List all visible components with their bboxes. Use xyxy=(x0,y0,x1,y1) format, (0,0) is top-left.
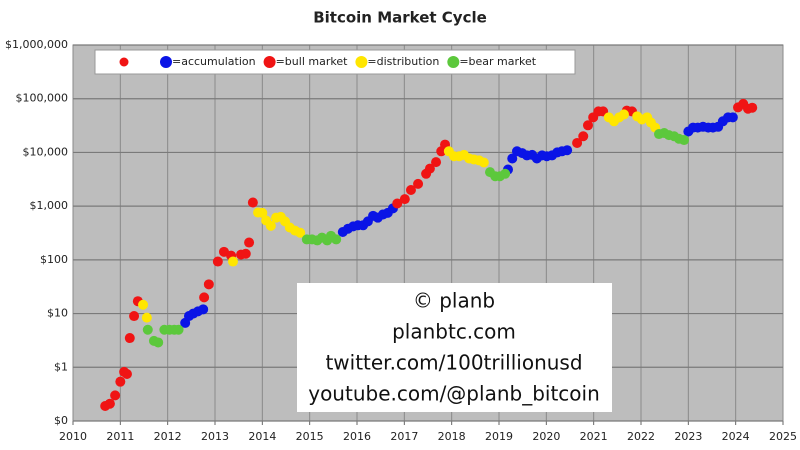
point xyxy=(679,135,690,146)
point xyxy=(199,292,210,303)
x-tick-label: 2013 xyxy=(201,430,229,443)
annotations: © planb planbtc.com twitter.com/100trillio… xyxy=(308,289,600,406)
point xyxy=(129,311,140,322)
point xyxy=(142,324,153,335)
x-tick-label: 2021 xyxy=(580,430,608,443)
point xyxy=(257,207,268,218)
y-tick-label: $10 xyxy=(47,307,68,320)
x-tick-label: 2014 xyxy=(248,430,276,443)
annotation: planbtc.com xyxy=(392,320,516,344)
point xyxy=(138,299,149,310)
x-tick-label: 2022 xyxy=(627,430,655,443)
point xyxy=(141,312,152,323)
y-tick-label: $1 xyxy=(54,360,68,373)
legend: =accumulation =bull market =distribution =b… xyxy=(160,55,537,68)
point xyxy=(413,178,424,189)
point xyxy=(244,237,255,248)
point xyxy=(115,376,126,387)
x-tick-label: 2020 xyxy=(532,430,560,443)
y-tick-label: $1,000 xyxy=(30,199,69,212)
point xyxy=(203,279,214,290)
point xyxy=(331,234,342,245)
legend-icon xyxy=(119,57,129,67)
x-tick-label: 2010 xyxy=(59,430,87,443)
point xyxy=(212,256,223,267)
y-tick-label: $100 xyxy=(40,253,68,266)
point xyxy=(578,131,589,142)
point xyxy=(500,168,511,179)
point xyxy=(295,227,306,238)
point xyxy=(399,194,410,205)
x-tick-label: 2024 xyxy=(722,430,750,443)
point xyxy=(153,337,164,348)
annotation: twitter.com/100trillionusd xyxy=(325,351,582,375)
legend-label: =accumulation xyxy=(172,55,256,68)
point xyxy=(431,157,442,168)
point xyxy=(582,120,593,131)
grid: 2010 2011 2012 2013 2014 2015 2016 2017 2018 2019… xyxy=(5,38,797,443)
point xyxy=(173,324,184,335)
point xyxy=(572,137,583,148)
point xyxy=(747,102,758,113)
annotation: youtube.com/@planb_bitcoin xyxy=(308,382,600,406)
legend-icon xyxy=(447,56,460,68)
x-tick-label: 2012 xyxy=(154,430,182,443)
point xyxy=(727,112,738,123)
point xyxy=(104,398,115,409)
point xyxy=(240,248,251,259)
legend-box xyxy=(94,49,576,75)
point xyxy=(478,157,489,168)
x-tick-label: 2015 xyxy=(296,430,324,443)
legend-label: =distribution xyxy=(367,55,439,68)
point xyxy=(392,198,403,209)
point xyxy=(265,220,276,231)
x-tick-label: 2018 xyxy=(438,430,466,443)
x-tick-label: 2023 xyxy=(674,430,702,443)
x-tick-label: 2017 xyxy=(390,430,418,443)
annotation: © planb xyxy=(413,289,495,313)
chart-title: Bitcoin Market Cycle xyxy=(313,9,487,27)
points xyxy=(100,98,758,412)
point xyxy=(507,153,518,164)
point xyxy=(110,390,121,401)
y-tick-label: $100,000 xyxy=(16,92,69,105)
y-tick-label: $10,000 xyxy=(23,145,69,158)
legend-icon xyxy=(263,56,276,68)
point xyxy=(121,368,132,379)
legend-icon xyxy=(355,56,368,68)
x-tick-label: 2019 xyxy=(485,430,513,443)
y-tick-label: $1,000,000 xyxy=(5,38,68,51)
y-tick-label: $0 xyxy=(54,414,68,427)
legend-label: =bull market xyxy=(276,55,349,68)
x-tick-label: 2025 xyxy=(769,430,797,443)
point xyxy=(198,304,209,315)
point xyxy=(562,145,573,156)
point xyxy=(247,197,258,208)
x-tick-label: 2011 xyxy=(106,430,134,443)
point xyxy=(424,163,435,174)
legend-icon xyxy=(160,56,172,68)
point xyxy=(227,256,238,267)
point xyxy=(124,333,135,344)
annotation-box xyxy=(297,283,612,412)
x-tick-label: 2016 xyxy=(343,430,371,443)
legend-label: =bear market xyxy=(459,55,536,68)
point xyxy=(618,109,629,120)
point xyxy=(405,184,416,195)
